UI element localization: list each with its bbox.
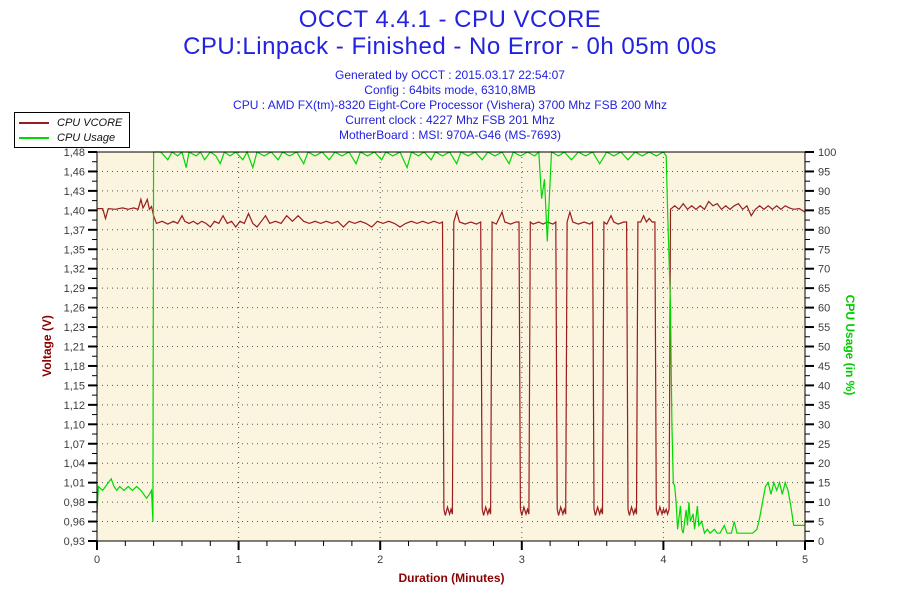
right-axis-tick-label: 95 xyxy=(818,166,830,178)
x-axis-tick-label: 2 xyxy=(377,554,383,566)
left-axis-tick-label: 1,29 xyxy=(64,283,85,295)
x-axis-title: Duration (Minutes) xyxy=(398,571,505,585)
left-axis-tick-label: 0,93 xyxy=(64,536,85,548)
left-axis-tick-label: 1,46 xyxy=(64,166,85,178)
right-axis-tick-label: 40 xyxy=(818,380,830,392)
info-cpu: CPU : AMD FX(tm)-8320 Eight-Core Process… xyxy=(233,98,667,112)
legend-item-vcore: CPU VCORE xyxy=(19,117,125,129)
left-axis-tick-label: 1,10 xyxy=(64,419,85,431)
left-axis-tick-label: 1,04 xyxy=(64,458,85,470)
right-axis-tick-label: 0 xyxy=(818,536,824,548)
right-axis-tick-label: 60 xyxy=(818,303,830,315)
left-axis-tick-label: 1,07 xyxy=(64,439,85,451)
left-axis-tick-label: 1,35 xyxy=(64,244,85,256)
right-axis-tick-label: 35 xyxy=(818,400,830,412)
right-axis-tick-label: 75 xyxy=(818,244,830,256)
right-axis-tick-label: 20 xyxy=(818,458,830,470)
left-axis-tick-label: 1,21 xyxy=(64,342,85,354)
left-axis-tick-label: 1,37 xyxy=(64,225,85,237)
left-axis-tick-label: 1,43 xyxy=(64,186,85,198)
page-subtitle: CPU:Linpack - Finished - No Error - 0h 0… xyxy=(183,33,717,60)
plot-area xyxy=(97,152,805,541)
info-current-clock: Current clock : 4227 Mhz FSB 201 Mhz xyxy=(345,113,555,127)
left-axis-tick-label: 0,96 xyxy=(64,517,85,529)
right-axis-tick-label: 85 xyxy=(818,205,830,217)
legend: CPU VCORE CPU Usage xyxy=(14,112,130,148)
right-axis-tick-label: 15 xyxy=(818,478,830,490)
info-motherboard: MotherBoard : MSI: 970A-G46 (MS-7693) xyxy=(338,128,562,142)
x-axis-tick-label: 3 xyxy=(519,554,525,566)
x-axis-tick-label: 0 xyxy=(94,554,100,566)
right-axis-tick-label: 90 xyxy=(818,186,830,198)
left-axis-tick-label: 1,01 xyxy=(64,478,85,490)
info-generated: Generated by OCCT : 2015.03.17 22:54:07 xyxy=(335,68,565,82)
x-axis-tick-label: 4 xyxy=(660,554,666,566)
left-axis-tick-label: 1,15 xyxy=(64,380,85,392)
right-axis-tick-label: 5 xyxy=(818,517,824,529)
right-axis-tick-label: 45 xyxy=(818,361,830,373)
left-axis-tick-label: 1,48 xyxy=(64,147,85,159)
legend-item-usage: CPU Usage xyxy=(19,132,125,144)
usage-line-swatch xyxy=(19,136,49,139)
left-axis-tick-label: 1,32 xyxy=(64,264,85,276)
right-axis-tick-label: 50 xyxy=(818,342,830,354)
right-axis-tick-label: 100 xyxy=(818,147,836,159)
x-axis-tick-label: 1 xyxy=(236,554,242,566)
right-axis-tick-label: 65 xyxy=(818,283,830,295)
right-axis-tick-label: 30 xyxy=(818,419,830,431)
right-axis-tick-label: 70 xyxy=(818,264,830,276)
left-axis-tick-label: 1,18 xyxy=(64,361,85,373)
left-axis-tick-label: 1,23 xyxy=(64,322,85,334)
info-config: Config : 64bits mode, 6310,8MB xyxy=(364,83,536,97)
vcore-series-line xyxy=(97,197,806,517)
right-axis-tick-label: 80 xyxy=(818,225,830,237)
vcore-line-swatch xyxy=(19,121,49,124)
x-axis-tick-label: 5 xyxy=(802,554,808,566)
right-axis-title: CPU Usage (in %) xyxy=(843,294,857,396)
right-axis-tick-label: 25 xyxy=(818,439,830,451)
right-axis-tick-label: 55 xyxy=(818,322,830,334)
page-title: OCCT 4.4.1 - CPU VCORE xyxy=(298,6,602,33)
legend-label-usage: CPU Usage xyxy=(57,131,116,144)
left-axis-tick-label: 1,12 xyxy=(64,400,85,412)
left-axis-title: Voltage (V) xyxy=(40,315,54,377)
left-axis-tick-label: 0,98 xyxy=(64,497,85,509)
left-axis-tick-label: 1,26 xyxy=(64,303,85,315)
system-info-block: Generated by OCCT : 2015.03.17 22:54:07 … xyxy=(0,68,900,143)
legend-label-vcore: CPU VCORE xyxy=(57,116,123,129)
left-axis-tick-label: 1,40 xyxy=(64,205,85,217)
right-axis-tick-label: 10 xyxy=(818,497,830,509)
